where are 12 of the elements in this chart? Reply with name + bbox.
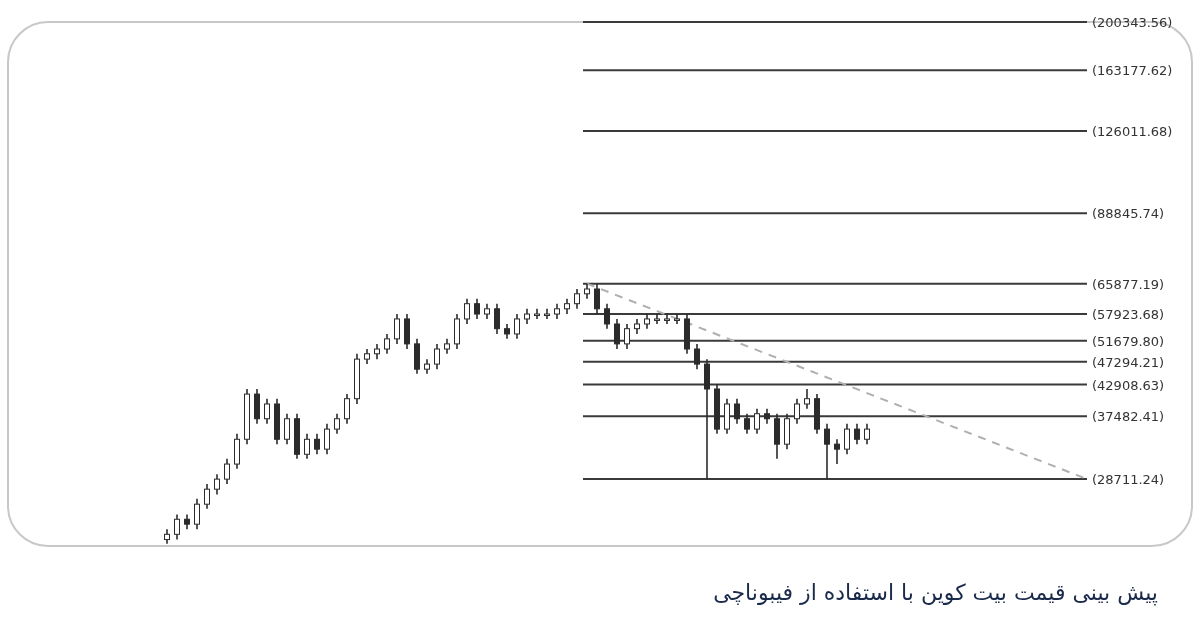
ref-line-label: (65877.19) — [1092, 276, 1165, 292]
ref-line-label: (51679.80) — [1092, 333, 1165, 349]
ref-line-label: (57923.68) — [1092, 306, 1165, 322]
text: پیش بینی قیمت بیت کوین با استفاده از فیبوناچی — [713, 580, 1158, 606]
ref-line-label: (200343.56) — [1092, 15, 1173, 30]
ref-line-label: (37482.41) — [1092, 409, 1165, 425]
ref-line-label: (126011.68) — [1092, 124, 1173, 140]
ref-line-label: (163177.62) — [1092, 63, 1173, 79]
ref-line-label: (88845.74) — [1092, 206, 1165, 222]
ref-line-label: (47294.21) — [1092, 354, 1165, 370]
ref-line-label: (28711.24) — [1092, 472, 1165, 488]
ref-line-label: (42908.63) — [1092, 377, 1165, 393]
